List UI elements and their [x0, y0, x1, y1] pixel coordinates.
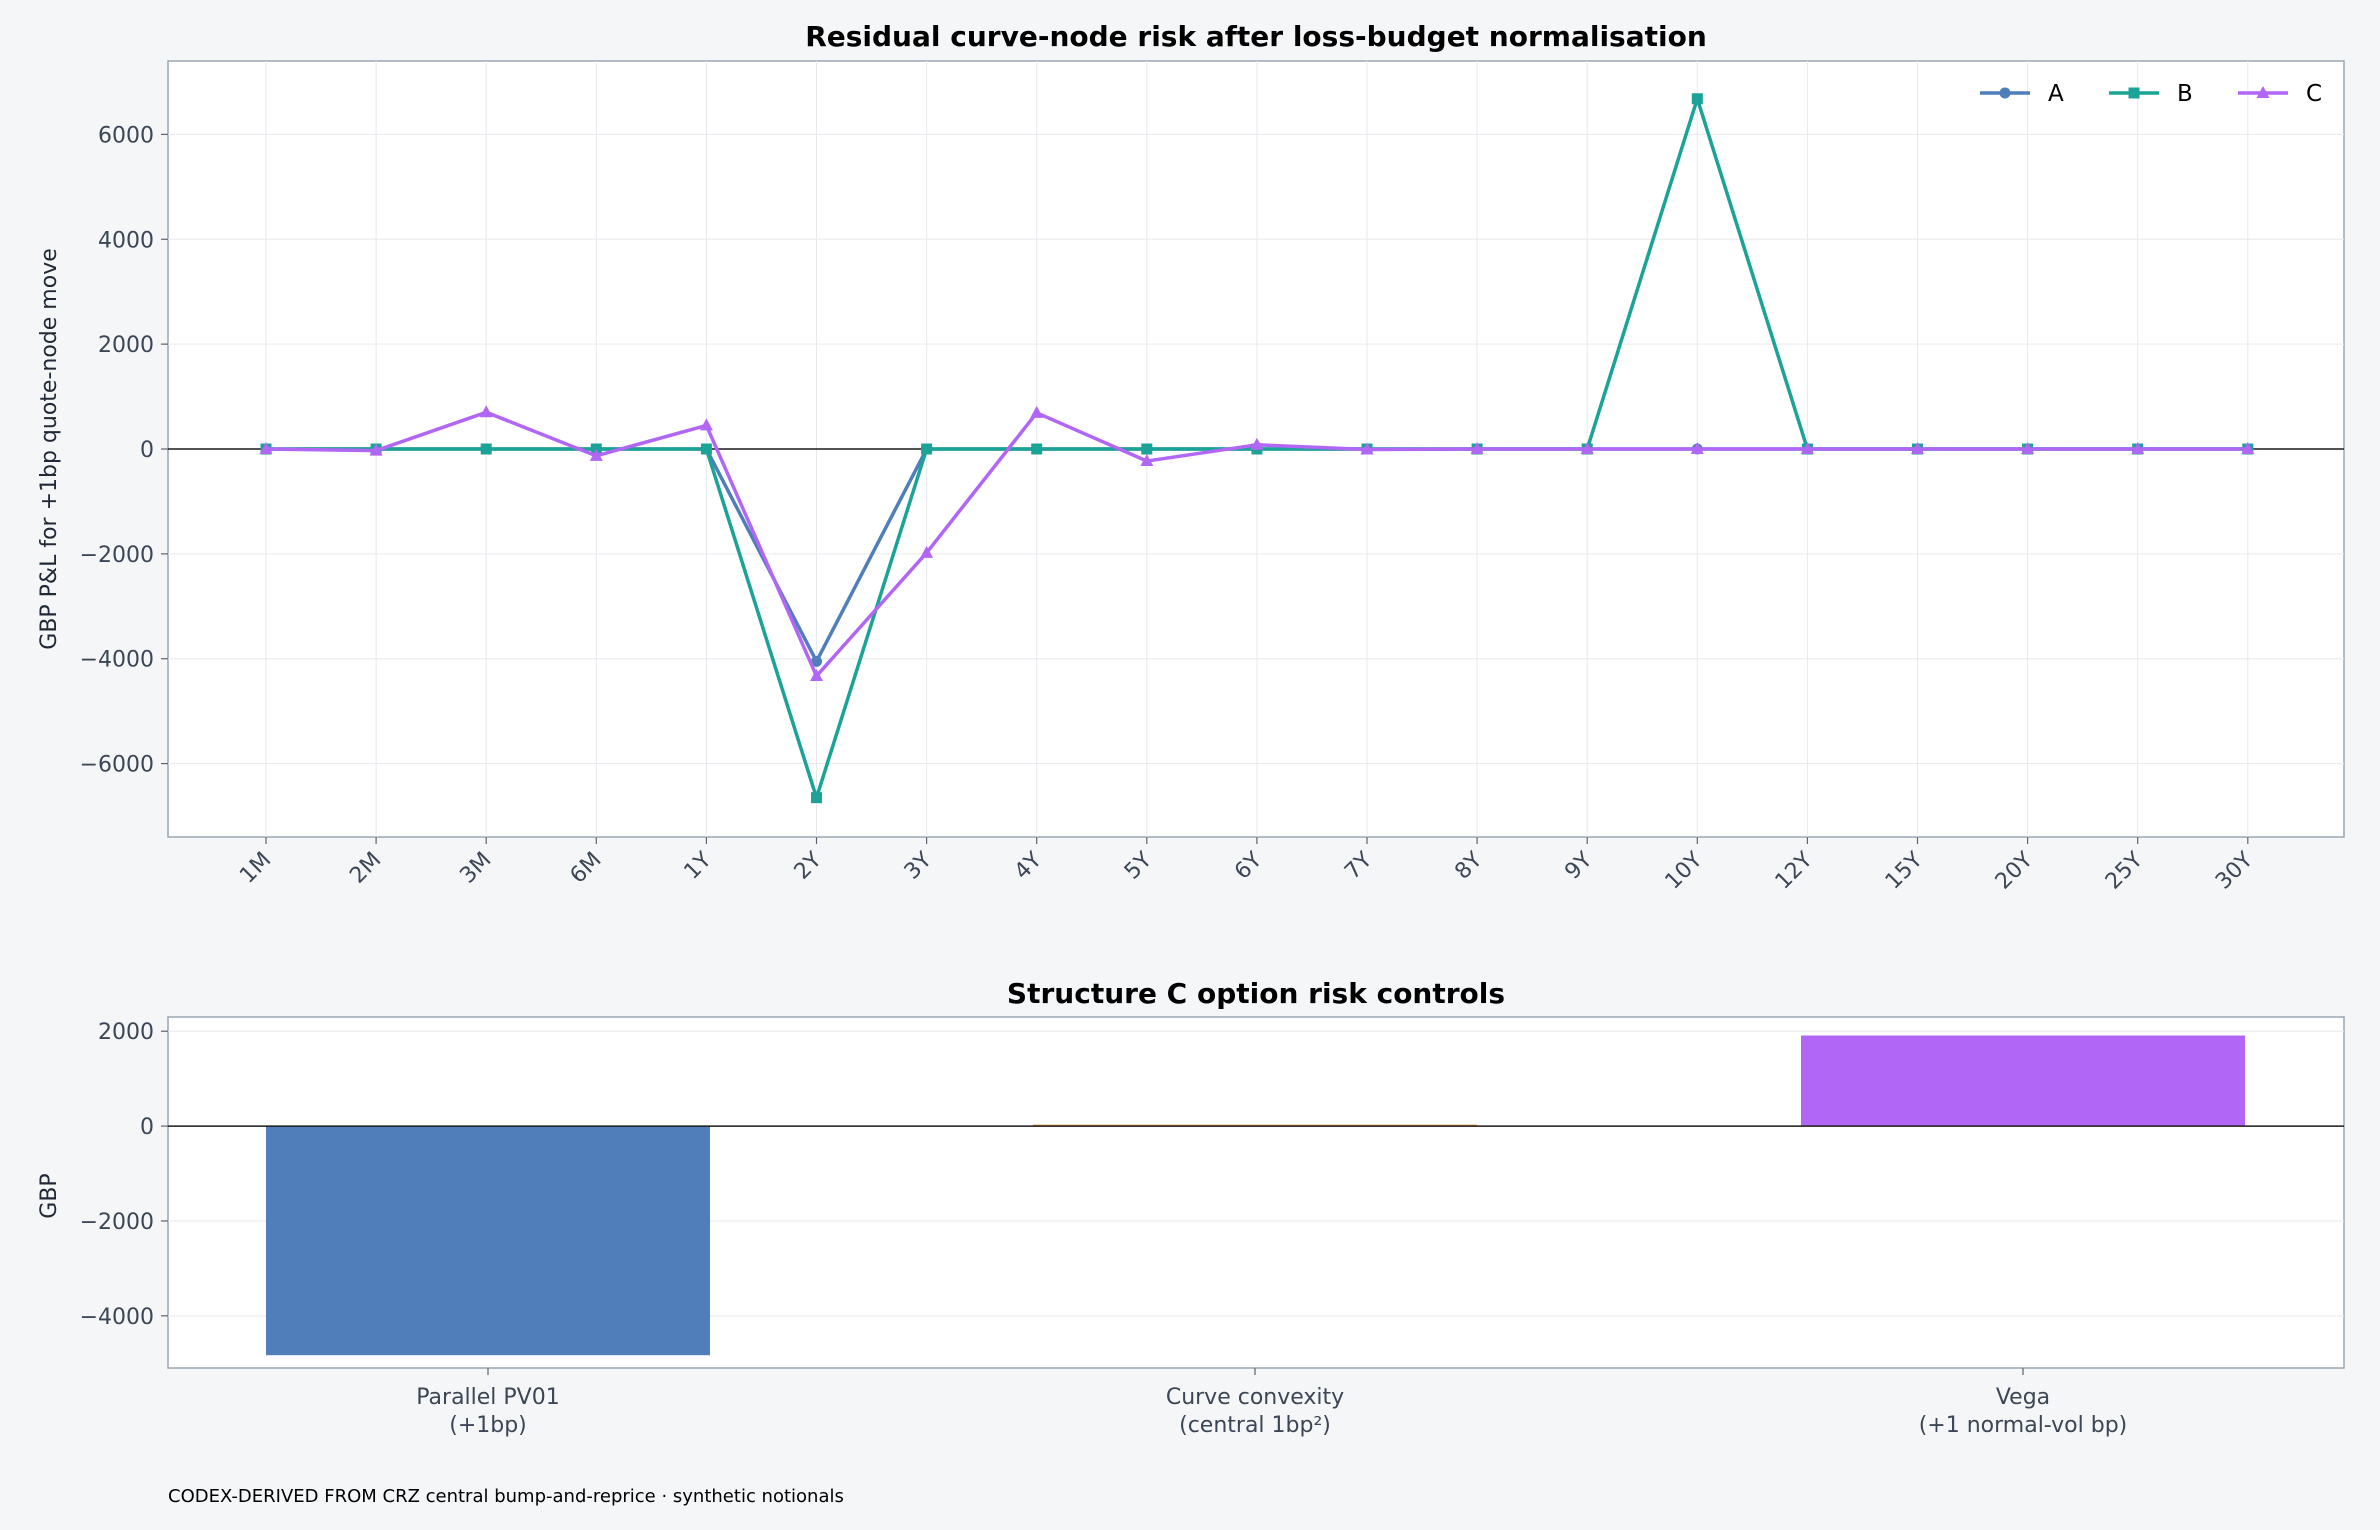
bar-chart-x-ticks: Parallel PV01 (+1bp) Curve convexity (centr…	[416, 1368, 2127, 1438]
y-tick-label: 4000	[98, 228, 154, 253]
legend-item-A: A	[1980, 81, 2064, 107]
bar	[1801, 1035, 2245, 1127]
x-tick-label: 25Y	[2101, 847, 2148, 894]
data-point	[1250, 437, 1264, 450]
x-tick-label: 4Y	[1010, 847, 1047, 884]
line-chart-y-ticks: −6000 −4000 −2000 0 2000 4000 6000	[80, 123, 168, 778]
x-tick-label: 9Y	[1560, 847, 1597, 884]
x-tick-label: 15Y	[1881, 847, 1928, 894]
data-point	[1800, 442, 1814, 454]
data-point	[1140, 454, 1154, 467]
data-point	[2021, 442, 2035, 454]
x-tick-label: 20Y	[1991, 847, 2038, 894]
line-chart: Residual curve-node risk after loss-budg…	[37, 20, 2345, 895]
x-tick-label: Parallel PV01 (+1bp)	[416, 1385, 559, 1438]
data-point	[810, 669, 823, 682]
data-point	[369, 443, 383, 456]
legend-label: B	[2177, 81, 2193, 107]
line-chart-y-label: GBP P&L for +1bp quote-node move	[37, 248, 62, 649]
footer-note: CODEX-DERIVED FROM CRZ central bump-and-…	[168, 1486, 844, 1507]
legend-label: C	[2306, 81, 2322, 107]
x-tick-label: 6Y	[1230, 847, 1267, 884]
y-tick-label: 2000	[98, 1020, 154, 1045]
x-tick-label: 5Y	[1120, 847, 1157, 884]
x-tick-label: 7Y	[1340, 847, 1377, 884]
data-point	[699, 418, 713, 431]
data-point	[2128, 87, 2140, 99]
line-chart-title: Residual curve-node risk after loss-budg…	[805, 20, 1707, 53]
x-tick-label: 1M	[235, 848, 276, 889]
data-point	[2241, 442, 2255, 454]
line-chart-series	[259, 93, 2255, 804]
y-tick-label: −2000	[80, 543, 154, 568]
bar-chart: Structure C option risk controls −4000 −2…	[37, 977, 2345, 1438]
data-point	[1690, 442, 1704, 454]
data-point	[1691, 93, 1703, 105]
x-tick-label: 2Y	[790, 847, 827, 884]
data-point	[1911, 442, 1924, 454]
legend-label: A	[2048, 81, 2064, 107]
data-point	[921, 443, 933, 455]
y-tick-label: −6000	[80, 753, 154, 778]
data-point	[479, 405, 493, 418]
data-point	[1141, 443, 1153, 455]
x-tick-label: 10Y	[1661, 847, 1708, 894]
y-tick-label: 6000	[98, 123, 154, 148]
legend-item-B: B	[2109, 81, 2193, 107]
x-tick-label: 3Y	[900, 847, 937, 884]
data-point	[259, 442, 273, 454]
x-tick-label: 30Y	[2211, 847, 2258, 894]
bar-chart-y-label: GBP	[37, 1173, 62, 1218]
y-tick-label: −4000	[80, 648, 154, 673]
data-point	[920, 545, 934, 558]
bar	[266, 1126, 710, 1356]
x-tick-label: 2M	[345, 848, 386, 889]
bar-chart-bars	[266, 1035, 2245, 1356]
x-tick-label: 8Y	[1450, 847, 1487, 884]
y-tick-label: 0	[140, 438, 154, 463]
data-point	[2256, 86, 2270, 98]
x-tick-label: 6M	[566, 848, 607, 889]
x-tick-label: Curve convexity (central 1bp²)	[1166, 1385, 1344, 1438]
y-tick-label: −4000	[80, 1305, 154, 1330]
y-tick-label: −2000	[80, 1210, 154, 1235]
y-tick-label: 0	[140, 1115, 154, 1140]
legend-item-C: C	[2238, 81, 2322, 107]
data-point	[1030, 405, 1044, 418]
y-tick-label: 2000	[98, 333, 154, 358]
x-tick-label: Vega (+1 normal-vol bp)	[1919, 1385, 2128, 1438]
x-tick-label: 1Y	[680, 847, 717, 884]
data-point	[811, 655, 822, 667]
data-point	[1031, 443, 1043, 455]
bar-chart-title: Structure C option risk controls	[1007, 977, 1505, 1010]
data-point	[700, 443, 712, 455]
data-point	[1580, 442, 1594, 454]
line-chart-legend: A B C	[1980, 81, 2322, 107]
data-point	[1470, 442, 1484, 454]
data-point	[1360, 442, 1374, 455]
data-point	[1999, 87, 2011, 99]
data-point	[811, 792, 822, 804]
data-point	[480, 443, 492, 455]
data-point	[589, 448, 603, 461]
x-tick-label: 12Y	[1771, 847, 1818, 894]
bar-chart-y-ticks: −4000 −2000 0 2000	[80, 1020, 168, 1330]
line-chart-x-ticks: 1M 2M 3M 6M 1Y 2Y 3Y 4Y 5Y 6Y 7Y 8Y 9Y 10Y 12Y 15Y 20Y 25…	[235, 837, 2258, 895]
x-tick-label: 3M	[455, 848, 496, 889]
series-C	[259, 405, 2255, 682]
data-point	[2131, 442, 2145, 454]
